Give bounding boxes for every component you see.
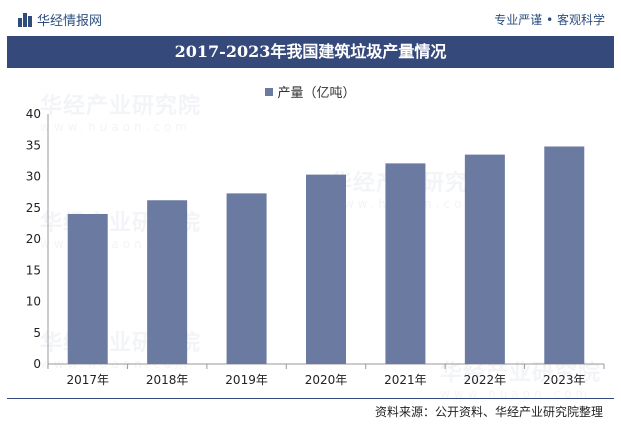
y-tick-label: 20: [26, 232, 41, 246]
legend: 产量（亿吨）: [0, 82, 621, 101]
bar: [544, 146, 585, 364]
y-tick-label: 30: [26, 170, 41, 184]
footer-divider: [7, 398, 614, 399]
top-bar: 华经情报网 专业严谨 • 客观科学: [0, 0, 621, 36]
bar: [147, 200, 188, 364]
logo: 华经情报网: [18, 10, 102, 29]
legend-label: 产量（亿吨）: [277, 86, 356, 101]
y-tick-label: 0: [33, 357, 41, 371]
y-tick-label: 25: [26, 201, 41, 215]
title-bar: 2017-2023年我国建筑垃圾产量情况: [7, 36, 614, 68]
x-tick-label: 2017年: [66, 373, 109, 387]
y-tick-label: 10: [26, 295, 41, 309]
legend-swatch: [265, 88, 274, 96]
bar: [385, 163, 426, 364]
bar: [226, 193, 267, 364]
y-tick-label: 35: [26, 138, 41, 152]
x-tick-label: 2019年: [225, 373, 268, 387]
bar-logo-icon: [18, 12, 32, 27]
source-note: 资料来源：公开资料、华经产业研究院整理: [374, 405, 603, 419]
bar: [306, 174, 346, 364]
bar: [67, 214, 108, 364]
x-tick-label: 2023年: [543, 373, 586, 387]
x-tick-label: 2018年: [146, 373, 189, 387]
x-tick-label: 2021年: [384, 373, 427, 387]
logo-text: 华经情报网: [37, 14, 103, 29]
chart-title: 2017-2023年我国建筑垃圾产量情况: [174, 42, 447, 61]
bar: [464, 154, 505, 364]
y-tick-label: 40: [26, 107, 41, 121]
y-tick-label: 5: [33, 326, 41, 340]
x-tick-label: 2022年: [464, 373, 507, 387]
x-tick-label: 2020年: [305, 373, 348, 387]
slogan: 专业严谨 • 客观科学: [494, 13, 605, 27]
y-tick-label: 15: [26, 263, 41, 277]
